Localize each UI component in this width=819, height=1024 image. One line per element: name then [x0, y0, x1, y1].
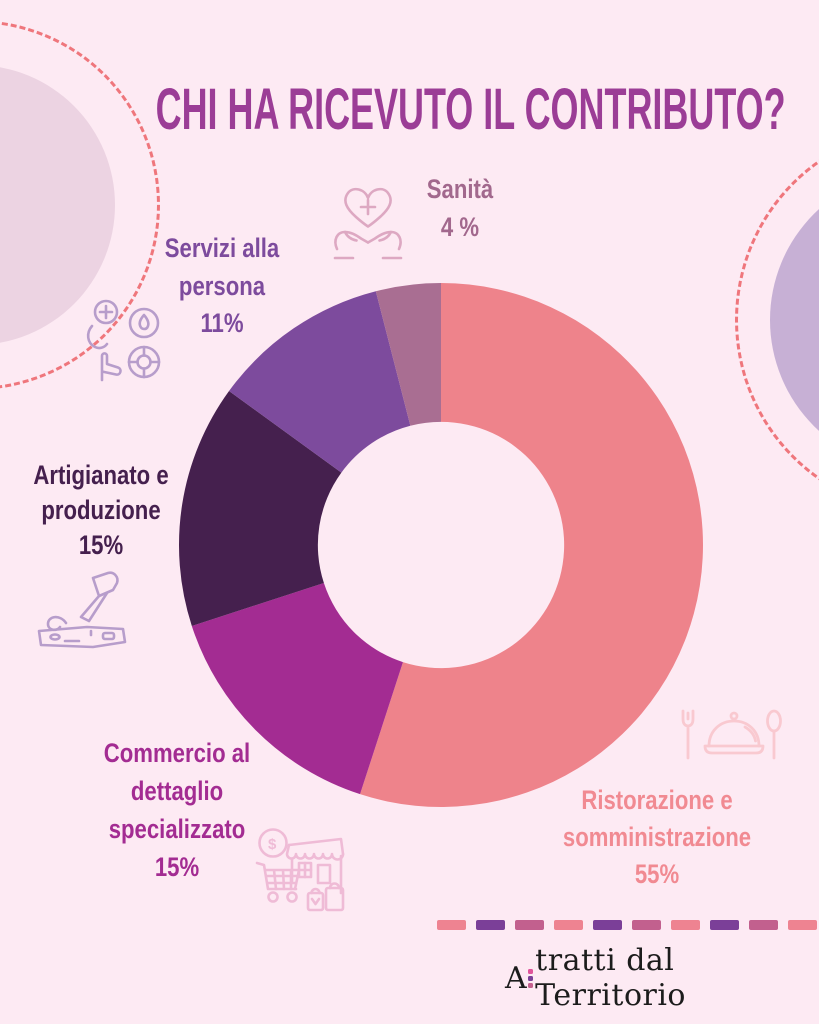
divider-dash	[632, 920, 661, 930]
divider-dash	[788, 920, 817, 930]
donut-segment-commercio	[191, 583, 403, 795]
restaurant-icon	[675, 706, 783, 764]
personal-services-icon	[82, 296, 170, 386]
logo-letter-a: A	[505, 960, 528, 996]
label-artigianato: Artigianato e produzione 15%	[33, 460, 169, 560]
donut-segment-ristorazione	[360, 283, 703, 807]
donut-segment-servizi	[229, 291, 411, 473]
donut-chart	[178, 283, 703, 807]
label-ristorazione: Ristorazione e somministrazione 55%	[562, 785, 752, 889]
divider-dash	[593, 920, 622, 930]
divider-dash	[554, 920, 583, 930]
divider-dash	[515, 920, 544, 930]
divider-dash	[476, 920, 505, 930]
retail-store-icon: $	[251, 823, 349, 921]
donut-segment-artigianato	[178, 391, 342, 626]
label-commercio: Commercio al dettaglio specializzato 15%	[103, 738, 251, 882]
svg-text:$: $	[268, 836, 277, 853]
logo-dots-icon	[528, 968, 534, 988]
brand-logo: A tratti dal Territorio	[505, 943, 805, 1013]
page-title: CHI HA RICEVUTO IL CONTRIBUTO?	[155, 77, 786, 142]
donut-segment-sanità	[375, 283, 441, 426]
divider-dash	[710, 920, 739, 930]
divider-dash	[671, 920, 700, 930]
craft-chisel-icon	[33, 570, 133, 654]
dashed-divider	[437, 920, 819, 930]
health-heart-hands-icon	[328, 176, 408, 264]
label-servizi: Servizi alla persona 11%	[164, 233, 280, 338]
label-sanita: Sanità 4 %	[426, 174, 494, 242]
logo-wordmark: tratti dal Territorio	[535, 943, 686, 1013]
divider-dash	[437, 920, 466, 930]
divider-dash	[749, 920, 778, 930]
